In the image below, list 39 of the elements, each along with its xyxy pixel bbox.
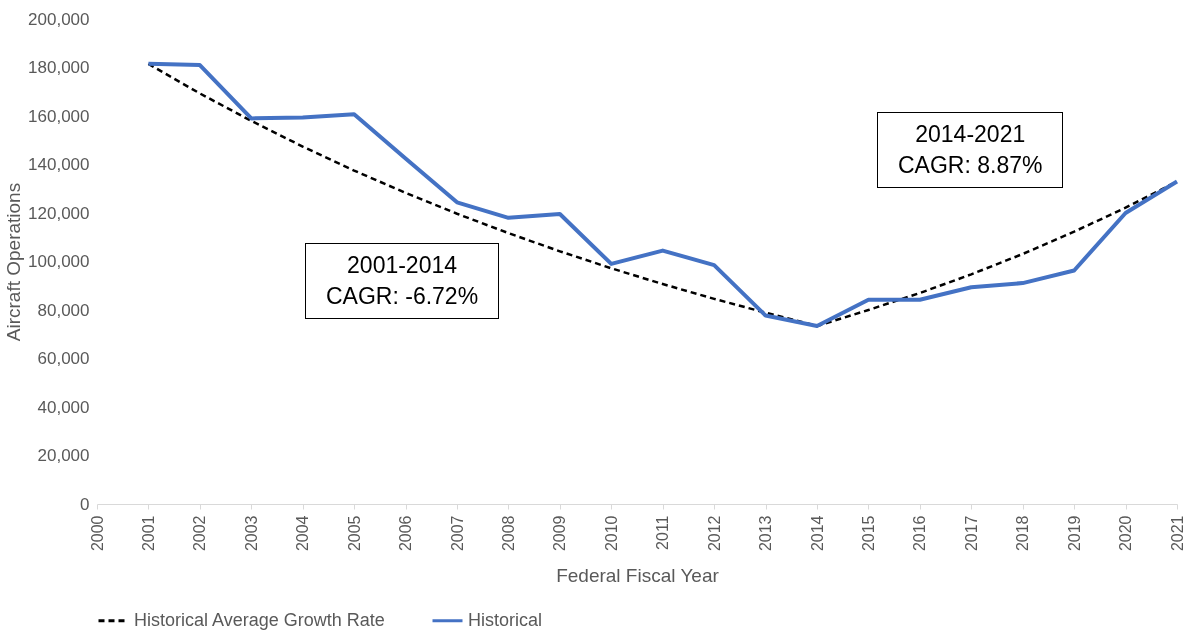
x-tick-label: 2011	[654, 515, 672, 550]
x-tick-label: 2009	[551, 515, 569, 552]
x-tick-label: 2013	[757, 515, 775, 552]
x-tick-label: 2008	[499, 515, 517, 552]
x-tick-label: 2004	[294, 515, 312, 552]
y-tick-label: 80,000	[37, 300, 90, 320]
x-tick-label: 2021	[1168, 515, 1186, 552]
x-tick-label: 2012	[705, 515, 723, 552]
y-tick-label: 140,000	[28, 155, 90, 174]
y-tick-label: 160,000	[28, 106, 90, 126]
x-tick-label: 2006	[397, 515, 415, 552]
x-tick-label: 2020	[1117, 515, 1135, 552]
text-box: 2001-2014 CAGR: -6.72%	[305, 243, 500, 320]
legend-label: Historical Average Growth Rate	[134, 609, 385, 630]
y-tick-label: 40,000	[37, 397, 90, 417]
x-tick-label: 2005	[345, 515, 363, 552]
text-box: 2014-2021 CAGR: 8.87%	[877, 112, 1064, 189]
y-tick-label: 200,000	[28, 9, 90, 29]
x-tick-label: 2019	[1065, 515, 1083, 552]
x-tick-label: 2010	[602, 515, 620, 552]
x-tick-label: 2007	[448, 515, 466, 552]
y-tick-label: 20,000	[37, 446, 90, 465]
x-tick-label: 2017	[962, 515, 980, 552]
x-tick-label: 2000	[88, 515, 106, 552]
y-axis-title: Aircraft Operations	[3, 182, 25, 342]
y-tick-label: 60,000	[37, 349, 90, 368]
y-tick-label: 180,000	[28, 58, 90, 77]
legend-label: Historical	[468, 609, 543, 630]
x-tick-label: 2014	[808, 515, 826, 552]
x-tick-label: 2018	[1014, 515, 1032, 552]
y-tick-label: 120,000	[28, 203, 90, 223]
x-tick-label: 2016	[911, 515, 929, 552]
x-tick-label: 2015	[859, 515, 877, 552]
x-tick-label: 2002	[191, 515, 209, 552]
x-axis-title: Federal Fiscal Year	[556, 565, 720, 587]
y-tick-label: 0	[80, 494, 90, 514]
y-tick-label: 100,000	[28, 252, 90, 271]
x-tick-label: 2003	[242, 515, 260, 552]
x-tick-label: 2001	[139, 515, 157, 552]
